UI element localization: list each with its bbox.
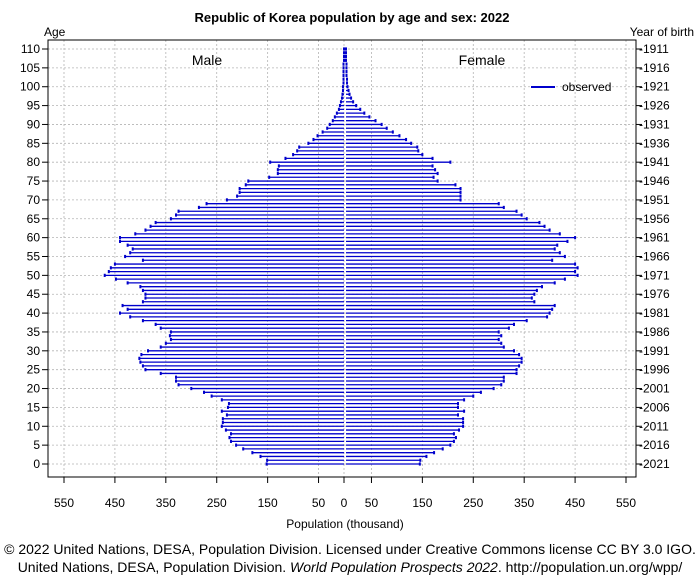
birth-year-tick-label: -2021	[639, 457, 670, 471]
x-tick-label: 250	[207, 496, 227, 510]
copyright-caption: © 2022 United Nations, DESA, Population …	[4, 541, 696, 557]
source-org: United Nations, DESA, Population Divisio…	[17, 559, 287, 575]
age-tick-label: 20	[27, 382, 41, 396]
birth-year-tick-label: -1981	[639, 306, 670, 320]
age-tick-label: 55	[27, 250, 41, 264]
x-tick-label: 250	[463, 496, 483, 510]
axes: 0 -2021 5 -2016 10 -2011 15 -2006 20 -2001 25 -1996…	[20, 39, 670, 510]
birth-year-tick-label: -1941	[639, 155, 670, 169]
x-tick-label: 150	[258, 496, 278, 510]
x-tick-label: 550	[616, 496, 636, 510]
x-axis-label: Population (thousand)	[286, 517, 403, 531]
birth-year-tick-label: -1961	[639, 231, 670, 245]
birth-year-tick-label: -1921	[639, 80, 670, 94]
birth-year-tick-label: -1986	[639, 325, 670, 339]
population-pyramid-chart: Republic of Korea population by age and …	[20, 10, 694, 531]
age-tick-label: 70	[27, 193, 41, 207]
x-tick-label: 350	[514, 496, 534, 510]
birth-year-tick-label: -2016	[639, 438, 670, 452]
birth-year-tick-label: -1966	[639, 250, 670, 264]
source-caption: United Nations, DESA, Population Divisio…	[0, 559, 700, 575]
age-tick-label: 100	[20, 80, 40, 94]
x-tick-label: 150	[412, 496, 432, 510]
chart-title: Republic of Korea population by age and …	[195, 10, 510, 25]
age-tick-label: 60	[27, 231, 41, 245]
birth-year-tick-label: -2011	[639, 419, 669, 433]
age-tick-label: 65	[27, 212, 41, 226]
legend-label: observed	[562, 80, 611, 94]
age-tick-label: 95	[27, 99, 41, 113]
source-title: World Population Prospects 2022	[290, 559, 498, 575]
age-tick-label: 15	[27, 400, 41, 414]
plot-frame	[47, 39, 637, 478]
age-tick-label: 0	[33, 457, 40, 471]
birth-year-tick-label: -1936	[639, 136, 670, 150]
birth-year-tick-label: -1991	[639, 344, 670, 358]
birth-year-tick-label: -1971	[639, 268, 670, 282]
birth-year-tick-label: -1926	[639, 99, 670, 113]
x-tick-label: 50	[312, 496, 326, 510]
x-tick-label: 50	[365, 496, 379, 510]
x-tick-label: 350	[156, 496, 176, 510]
birth-year-tick-label: -1951	[639, 193, 670, 207]
age-tick-label: 105	[20, 61, 40, 75]
age-tick-label: 25	[27, 363, 41, 377]
age-tick-label: 10	[27, 419, 41, 433]
birth-year-tick-label: -1996	[639, 363, 670, 377]
birth-year-tick-label: -1956	[639, 212, 670, 226]
birth-year-tick-label: -1931	[639, 117, 670, 131]
x-tick-label: 450	[565, 496, 585, 510]
x-tick-label: 450	[105, 496, 125, 510]
female-panel-label: Female	[459, 52, 506, 68]
age-tick-label: 30	[27, 344, 41, 358]
age-tick-label: 5	[33, 438, 40, 452]
male-panel-label: Male	[192, 52, 223, 68]
birth-year-tick-label: -1916	[639, 61, 670, 75]
x-tick-label: 0	[341, 496, 348, 510]
birth-year-tick-label: -2006	[639, 400, 670, 414]
age-tick-label: 80	[27, 155, 41, 169]
age-tick-label: 85	[27, 136, 41, 150]
legend: observed	[531, 80, 611, 94]
age-tick-label: 110	[21, 42, 40, 56]
bars	[103, 47, 579, 466]
birth-year-tick-label: -2001	[639, 382, 670, 396]
right-axis-title: Year of birth	[630, 25, 694, 39]
birth-year-tick-label: -1946	[639, 174, 670, 188]
left-axis-title: Age	[44, 25, 66, 39]
age-tick-label: 45	[27, 287, 41, 301]
age-tick-label: 35	[27, 325, 41, 339]
age-tick-label: 50	[27, 268, 41, 282]
source-url: . http://population.un.org/wpp/	[497, 559, 683, 575]
birth-year-tick-label: -1976	[639, 287, 670, 301]
x-tick-label: 550	[54, 496, 74, 510]
age-tick-label: 75	[27, 174, 41, 188]
birth-year-tick-label: -1911	[639, 42, 669, 56]
age-tick-label: 40	[27, 306, 41, 320]
age-tick-label: 90	[27, 117, 41, 131]
